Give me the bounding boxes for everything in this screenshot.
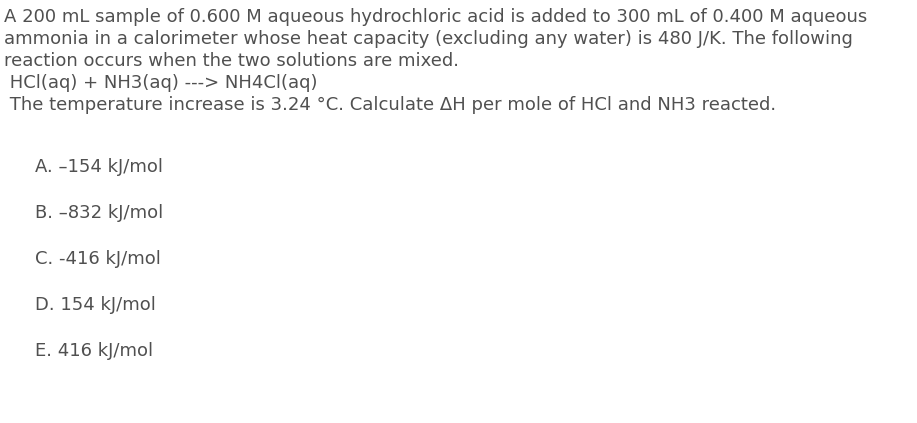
Text: E. 416 kJ/mol: E. 416 kJ/mol: [35, 342, 153, 360]
Text: D. 154 kJ/mol: D. 154 kJ/mol: [35, 296, 156, 314]
Text: HCl(aq) + NH3(aq) ---> NH4Cl(aq): HCl(aq) + NH3(aq) ---> NH4Cl(aq): [4, 74, 317, 92]
Text: A. –154 kJ/mol: A. –154 kJ/mol: [35, 158, 163, 176]
Text: B. –832 kJ/mol: B. –832 kJ/mol: [35, 204, 163, 222]
Text: A 200 mL sample of 0.600 M aqueous hydrochloric acid is added to 300 mL of 0.400: A 200 mL sample of 0.600 M aqueous hydro…: [4, 8, 867, 26]
Text: The temperature increase is 3.24 °C. Calculate ΔH per mole of HCl and NH3 reacte: The temperature increase is 3.24 °C. Cal…: [4, 96, 776, 114]
Text: reaction occurs when the two solutions are mixed.: reaction occurs when the two solutions a…: [4, 52, 458, 70]
Text: ammonia in a calorimeter whose heat capacity (excluding any water) is 480 J/K. T: ammonia in a calorimeter whose heat capa…: [4, 30, 853, 48]
Text: C. -416 kJ/mol: C. -416 kJ/mol: [35, 250, 160, 268]
